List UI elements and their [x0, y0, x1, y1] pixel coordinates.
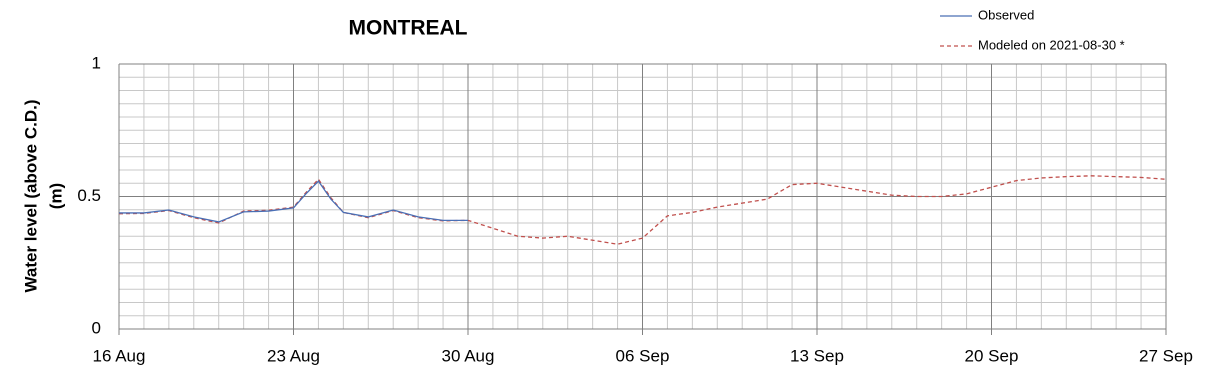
legend-label: Observed	[978, 7, 1034, 22]
y-axis-label-line: (m)	[46, 183, 65, 209]
y-tick-label: 1	[92, 53, 101, 72]
x-tick-label: 16 Aug	[93, 346, 146, 365]
x-tick-label: 30 Aug	[442, 346, 495, 365]
chart-title: MONTREAL	[349, 17, 468, 40]
legend-label: Modeled on 2021-08-30 *	[978, 37, 1125, 52]
x-tick-label: 13 Sep	[790, 346, 844, 365]
x-tick-label: 23 Aug	[267, 346, 320, 365]
y-axis-label-line: Water level (above C.D.)	[21, 99, 40, 292]
series-line	[119, 180, 468, 223]
x-tick-label: 06 Sep	[616, 346, 670, 365]
x-tick-label: 27 Sep	[1139, 346, 1193, 365]
y-tick-label: 0	[92, 318, 101, 337]
x-tick-label: 20 Sep	[965, 346, 1019, 365]
y-tick-label: 0.5	[77, 186, 101, 205]
y-axis-label: Water level (above C.D.) (m)	[21, 99, 65, 292]
